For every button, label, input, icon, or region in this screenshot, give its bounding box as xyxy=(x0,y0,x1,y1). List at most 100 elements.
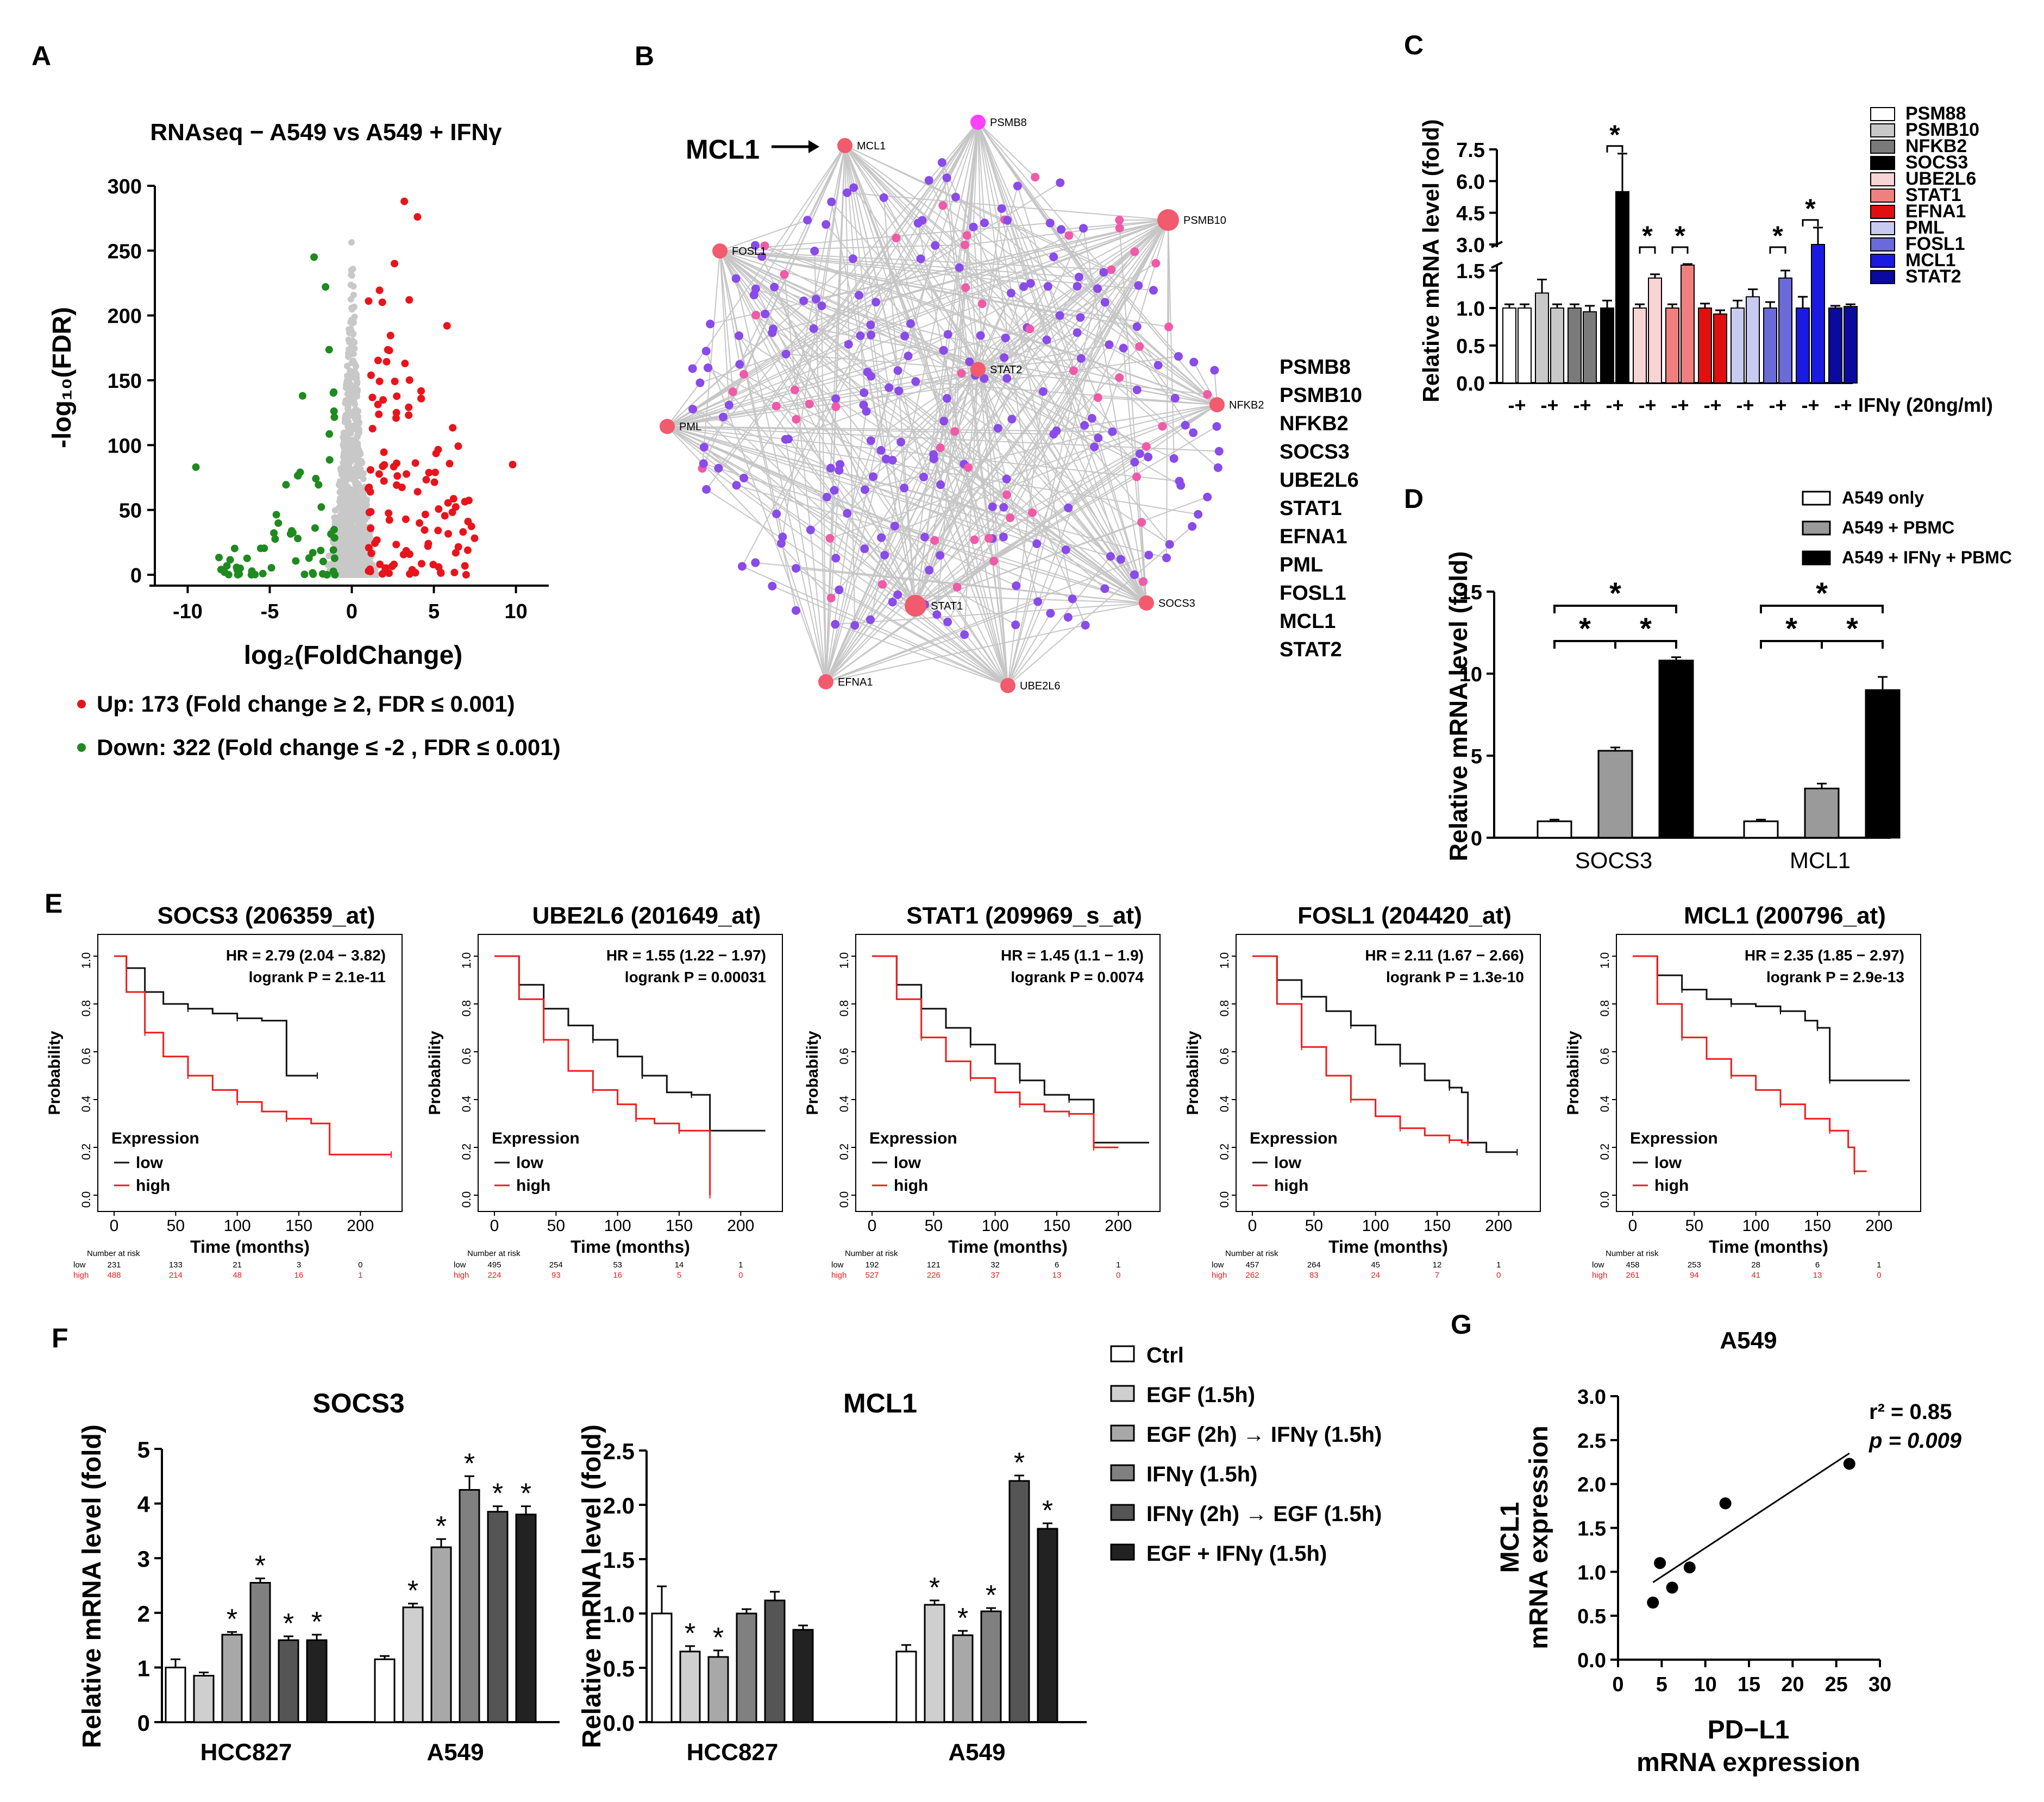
km-title: FOSL1 (204420_at) xyxy=(1297,902,1512,929)
network-node xyxy=(1135,342,1144,351)
risk-label: low xyxy=(454,1260,466,1270)
network-edge xyxy=(915,456,1149,606)
network-node xyxy=(1031,173,1040,182)
hub-node xyxy=(970,362,986,377)
risk-high-value: 37 xyxy=(990,1271,1000,1280)
legend-swatch xyxy=(1110,1424,1135,1442)
significance-star: * xyxy=(492,1478,503,1510)
down-gene-point xyxy=(294,535,302,543)
hub-label: STAT1 xyxy=(931,600,963,612)
legend-swatch xyxy=(1870,123,1895,137)
network-node xyxy=(939,417,949,426)
down-gene-point xyxy=(215,554,223,562)
up-gene-point xyxy=(374,400,382,409)
network-edge xyxy=(719,250,860,296)
network-edge xyxy=(706,489,1008,686)
y-axis-label: Probability xyxy=(426,1031,444,1115)
significance-star: * xyxy=(929,1572,940,1604)
hub-label: PML xyxy=(679,421,701,433)
y-tick-label: 0.4 xyxy=(1218,1096,1231,1113)
network-edge xyxy=(755,288,916,606)
network-edge xyxy=(847,192,1169,221)
down-gene-point xyxy=(259,569,267,577)
x-tick-label: 0 xyxy=(1248,1217,1257,1235)
network-node xyxy=(827,197,836,206)
legend-title: Expression xyxy=(111,1129,199,1147)
legend-swatch xyxy=(1870,107,1895,121)
network-node xyxy=(822,493,831,502)
high-survival-curve xyxy=(494,955,711,1195)
gene-point xyxy=(347,367,354,374)
data-point xyxy=(1647,1596,1659,1609)
y-tick-label: 0.8 xyxy=(460,1000,473,1017)
risk-low-value: 458 xyxy=(1626,1260,1639,1270)
network-node xyxy=(739,473,749,482)
panel-g: A549 0.0 0.5 1.0 1.5 2.0 2.5 3.0 0 5 10 15 20 25 30 MCL… xyxy=(1496,1327,1962,1777)
network-node xyxy=(1164,322,1174,331)
network-edge xyxy=(1006,219,1169,495)
network-node xyxy=(1106,552,1115,561)
panel-label: F xyxy=(52,1323,68,1353)
network-node xyxy=(871,298,881,307)
network-node xyxy=(1007,415,1017,424)
network-edge xyxy=(1079,219,1169,278)
network-node xyxy=(831,554,841,563)
down-gene-point xyxy=(317,547,325,555)
down-gene-point xyxy=(260,544,268,552)
y-axis-label: Relative mRNA level (fold) xyxy=(1418,119,1444,402)
down-gene-point xyxy=(294,472,302,480)
up-gene-point xyxy=(435,563,443,571)
network-node xyxy=(920,532,929,542)
up-gene-point xyxy=(443,322,451,330)
network-node xyxy=(831,402,841,411)
network-node xyxy=(1057,225,1066,234)
hub-label: PSMB8 xyxy=(990,117,1027,129)
legend-label: PSMB10 xyxy=(1905,120,1979,140)
network-edge xyxy=(965,287,979,370)
y-tick-label: 1.5 xyxy=(1577,1518,1606,1541)
y-tick-label: 0.0 xyxy=(1456,373,1485,395)
up-gene-point xyxy=(392,409,400,417)
gene-point xyxy=(347,296,354,303)
up-gene-point xyxy=(380,448,388,456)
significance-star: * xyxy=(283,1608,294,1640)
bar xyxy=(1828,307,1842,384)
up-gene-point xyxy=(385,509,393,517)
network-node xyxy=(791,606,800,615)
up-gene-point xyxy=(417,387,425,395)
network-node xyxy=(1099,268,1108,277)
y-axis-label: -log₁₀(FDR) xyxy=(48,307,77,448)
bar xyxy=(1008,1480,1030,1723)
up-gene-point xyxy=(368,393,377,401)
network-edge xyxy=(753,145,845,296)
network-node xyxy=(772,401,781,411)
legend-swatch xyxy=(1870,172,1895,186)
y-tick-label: 1.0 xyxy=(603,1602,635,1627)
gene-point xyxy=(360,475,367,482)
network-node xyxy=(999,532,1008,542)
network-node xyxy=(809,324,818,333)
network-edge xyxy=(825,286,1078,682)
bar xyxy=(1535,292,1549,384)
network-node xyxy=(751,311,761,320)
network-edge xyxy=(755,315,1008,686)
network-edge xyxy=(743,374,1147,604)
network-node xyxy=(863,368,872,377)
legend-label: A549 only xyxy=(1842,488,1924,507)
network-edge xyxy=(915,496,1208,606)
gene-point xyxy=(345,336,352,343)
up-gene-point xyxy=(434,526,442,535)
gene-point xyxy=(351,547,358,554)
gene-list-item: EFNA1 xyxy=(1280,525,1347,548)
network-node xyxy=(1130,570,1139,579)
x-tick-label: A549 xyxy=(948,1739,1005,1766)
y-tick-label: 10 xyxy=(1459,663,1482,686)
network-edge xyxy=(977,122,1194,434)
legend-swatch xyxy=(1110,1543,1135,1561)
network-edge xyxy=(1168,219,1175,459)
network-node xyxy=(1137,518,1146,527)
network-node xyxy=(1170,394,1180,403)
legend-label: Ctrl xyxy=(1146,1343,1184,1367)
network-edge xyxy=(703,463,1008,686)
